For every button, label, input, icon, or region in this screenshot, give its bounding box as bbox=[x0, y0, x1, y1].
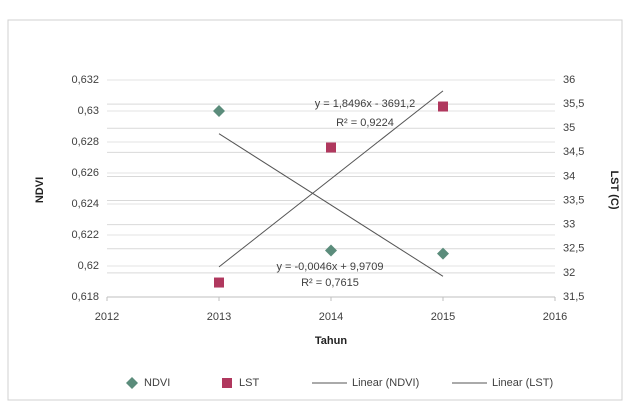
annotation: R² = 0,9224 bbox=[336, 117, 394, 129]
legend-label: Linear (NDVI) bbox=[352, 377, 419, 389]
point bbox=[214, 277, 224, 288]
legend-marker bbox=[126, 377, 138, 389]
y2-tick-label: 33 bbox=[563, 219, 575, 231]
legend-marker bbox=[222, 378, 232, 388]
point bbox=[213, 105, 225, 117]
y-tick-label: 0,618 bbox=[71, 291, 99, 303]
x-axis-label: Tahun bbox=[315, 335, 347, 347]
point bbox=[325, 244, 337, 257]
x-tick-label: 2015 bbox=[431, 311, 455, 323]
y-tick-label: 0,632 bbox=[71, 74, 99, 86]
x-tick-label: 2012 bbox=[95, 311, 119, 323]
y2-tick-label: 35,5 bbox=[563, 98, 584, 110]
y2-tick-label: 32 bbox=[563, 267, 575, 279]
chart-border bbox=[7, 19, 623, 401]
legend-label: Linear (LST) bbox=[492, 377, 553, 389]
y-tick-label: 0,62 bbox=[78, 260, 99, 272]
annotation: y = 1,8496x - 3691,2 bbox=[315, 98, 416, 110]
annotation: R² = 0,7615 bbox=[301, 277, 359, 289]
legend-label: NDVI bbox=[144, 377, 170, 389]
y2-axis-label: LST (C) bbox=[608, 170, 620, 209]
y-tick-label: 0,624 bbox=[71, 198, 99, 210]
x-tick-label: 2014 bbox=[319, 311, 343, 323]
y2-tick-label: 34 bbox=[563, 170, 575, 182]
y2-tick-label: 33,5 bbox=[563, 194, 584, 206]
point bbox=[437, 247, 449, 260]
y-axis-label: NDVI bbox=[34, 177, 46, 203]
y-tick-label: 0,622 bbox=[71, 229, 99, 241]
x-tick-label: 2013 bbox=[207, 311, 231, 323]
y2-tick-label: 34,5 bbox=[563, 146, 584, 158]
y-tick-label: 0,626 bbox=[71, 167, 99, 179]
annotation: y = -0,0046x + 9,9709 bbox=[276, 261, 383, 273]
legend-label: LST bbox=[239, 377, 259, 389]
trendline bbox=[218, 133, 444, 277]
x-tick-label: 2016 bbox=[543, 311, 567, 323]
point bbox=[438, 101, 448, 112]
y2-tick-label: 35 bbox=[563, 122, 575, 134]
y-tick-label: 0,63 bbox=[78, 105, 99, 117]
y2-tick-label: 32,5 bbox=[563, 243, 584, 255]
y2-tick-label: 31,5 bbox=[563, 291, 584, 303]
y-tick-label: 0,628 bbox=[71, 136, 99, 148]
y2-tick-label: 36 bbox=[563, 74, 575, 86]
point bbox=[326, 142, 336, 153]
trendline bbox=[218, 90, 444, 268]
